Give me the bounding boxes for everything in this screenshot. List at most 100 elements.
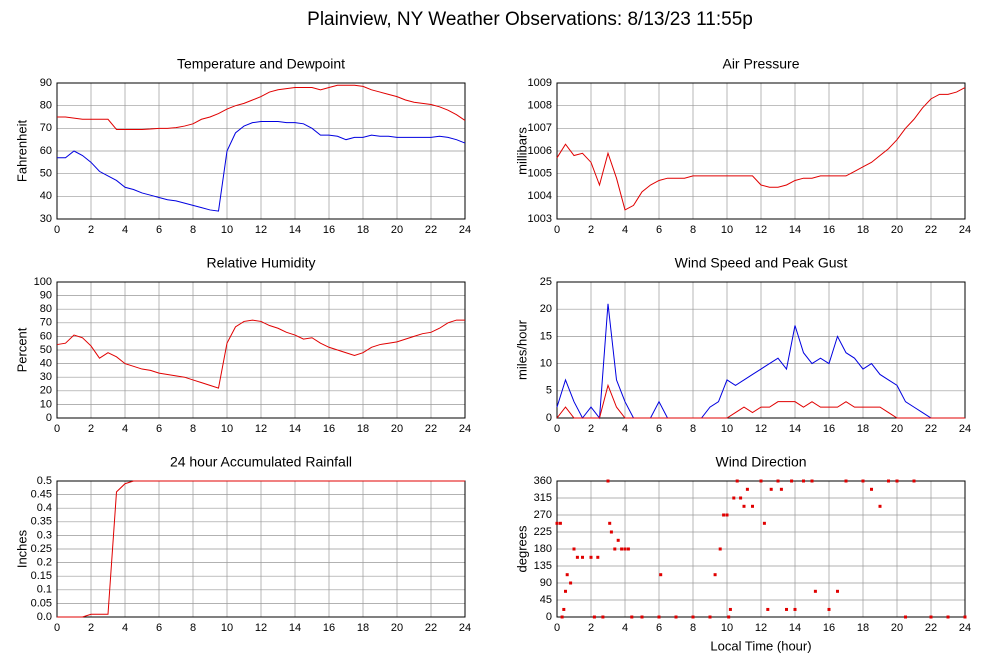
data-point [742, 504, 746, 508]
data-point [608, 521, 612, 525]
data-point [620, 547, 624, 551]
x-tick-label: 18 [857, 622, 869, 634]
data-point [732, 496, 736, 500]
x-tick-label: 4 [622, 622, 628, 634]
x-tick-label: 2 [588, 423, 594, 435]
data-point [569, 581, 573, 585]
x-tick-label: 24 [459, 622, 471, 634]
data-point [601, 615, 605, 619]
x-axis-label: Local Time (hour) [710, 638, 811, 653]
x-tick-label: 14 [289, 622, 301, 634]
data-point [790, 479, 794, 483]
x-tick-label: 0 [54, 224, 60, 236]
y-tick-label: 45 [540, 594, 552, 606]
x-tick-label: 16 [823, 224, 835, 236]
data-point [564, 589, 567, 593]
data-line [56, 319, 465, 389]
x-tick-label: 18 [357, 224, 369, 236]
x-tick-label: 18 [857, 224, 869, 236]
y-tick-label: 100 [34, 276, 52, 288]
data-point [596, 555, 600, 559]
data-point [751, 504, 754, 508]
y-axis-label: degrees [514, 525, 529, 572]
y-tick-label: 135 [534, 560, 552, 572]
data-point [623, 547, 627, 551]
y-tick-label: 80 [40, 303, 52, 315]
data-point [592, 615, 596, 619]
data-point [861, 479, 865, 483]
chart-title: 24 hour Accumulated Rainfall [170, 454, 352, 470]
y-tick-label: 1003 [528, 213, 552, 225]
data-point [878, 504, 882, 508]
data-point [779, 487, 783, 491]
x-tick-label: 10 [221, 622, 233, 634]
y-tick-label: 30 [40, 213, 52, 225]
data-point [725, 513, 729, 517]
x-tick-label: 6 [156, 224, 162, 236]
x-tick-label: 22 [425, 622, 437, 634]
y-tick-label: 270 [534, 509, 552, 521]
x-tick-label: 16 [823, 622, 835, 634]
x-tick-label: 6 [656, 622, 662, 634]
y-tick-label: 90 [540, 577, 552, 589]
y-tick-label: 5 [546, 385, 552, 397]
data-point [946, 615, 950, 619]
x-tick-label: 12 [755, 423, 767, 435]
data-point [739, 496, 743, 500]
data-point [802, 479, 805, 483]
y-tick-label: 315 [534, 492, 552, 504]
data-point [609, 530, 613, 534]
data-point [912, 479, 916, 483]
plot-frame [556, 82, 966, 220]
y-tick-label: 225 [534, 526, 552, 538]
x-tick-label: 4 [122, 622, 128, 634]
x-tick-label: 4 [622, 224, 628, 236]
x-tick-label: 6 [656, 423, 662, 435]
data-line [556, 303, 965, 420]
x-tick-label: 24 [959, 622, 971, 634]
data-line [57, 84, 466, 130]
data-point [759, 479, 763, 483]
y-tick-label: 20 [40, 385, 52, 397]
x-tick-label: 14 [789, 622, 801, 634]
y-tick-label: 0.0 [37, 611, 52, 623]
y-tick-label: 0.3 [37, 529, 52, 541]
chart-title: Wind Direction [715, 454, 806, 470]
data-point [766, 607, 770, 611]
data-line [57, 480, 465, 618]
x-tick-label: 12 [255, 224, 267, 236]
data-line [556, 383, 965, 419]
x-tick-label: 8 [190, 622, 196, 634]
y-tick-label: 0.05 [31, 597, 52, 609]
x-tick-label: 22 [925, 622, 937, 634]
y-tick-label: 180 [534, 543, 552, 555]
data-point [745, 487, 749, 491]
y-axis-label: millibars [514, 127, 529, 175]
y-tick-label: 1004 [528, 190, 552, 202]
y-tick-label: 0.2 [37, 557, 52, 569]
data-point [562, 607, 566, 611]
x-tick-label: 24 [959, 224, 971, 236]
data-point [870, 487, 873, 491]
x-tick-label: 10 [721, 224, 733, 236]
y-tick-label: 90 [40, 77, 52, 89]
x-tick-label: 2 [588, 224, 594, 236]
x-tick-label: 16 [823, 423, 835, 435]
y-tick-label: 60 [40, 330, 52, 342]
y-tick-label: 40 [40, 358, 52, 370]
data-point [727, 615, 731, 619]
y-axis-label: miles/hour [514, 319, 529, 380]
data-point [895, 479, 899, 483]
data-point [762, 521, 766, 525]
data-point [722, 513, 726, 517]
data-point [616, 538, 620, 542]
x-tick-label: 14 [289, 224, 301, 236]
y-axis-label: Fahrenheit [14, 120, 29, 183]
x-tick-label: 22 [925, 423, 937, 435]
chart-title: Wind Speed and Peak Gust [675, 255, 848, 271]
x-tick-label: 16 [323, 622, 335, 634]
x-tick-label: 10 [221, 423, 233, 435]
x-tick-label: 0 [54, 423, 60, 435]
x-tick-label: 2 [588, 622, 594, 634]
data-point [606, 479, 610, 483]
